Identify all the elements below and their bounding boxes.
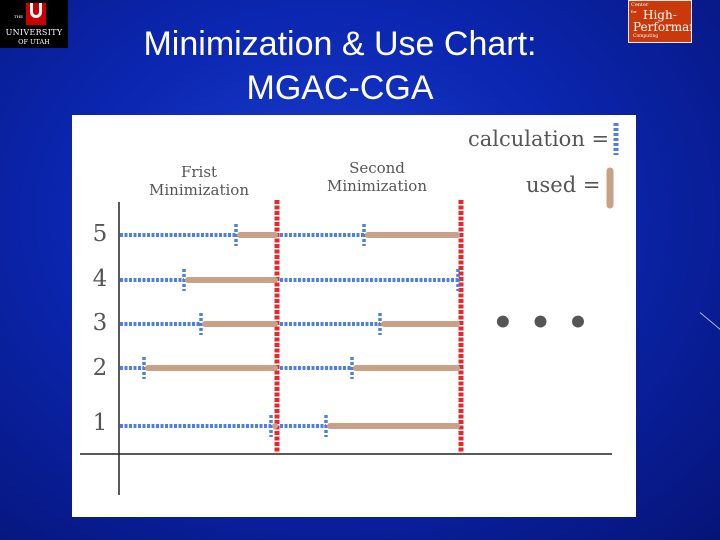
header-first-line1: Frist — [180, 163, 218, 181]
logo-of-utah-text: OF UTAH — [18, 38, 50, 46]
decorative-slash — [699, 312, 720, 333]
chpc-logo-high: High- — [643, 8, 677, 22]
header-first-line2: Minimization — [149, 181, 249, 199]
legend-used-label: used = — [526, 173, 601, 197]
header-second-line2: Minimization — [327, 177, 427, 195]
u-letter-icon — [30, 3, 42, 18]
continuation-ellipsis: • • • — [492, 303, 591, 343]
row-label-5: 5 — [92, 221, 108, 247]
logo-the-text: THE — [14, 14, 24, 19]
header-second-line1: Second — [349, 159, 405, 177]
chpc-logo-computing: Computing — [633, 34, 659, 39]
row-label-4: 4 — [92, 266, 108, 292]
legend-calculation-label: calculation = — [468, 127, 610, 151]
row-label-1: 1 — [92, 410, 108, 436]
header-first-minimization: Frist Minimization — [144, 163, 254, 199]
chpc-logo-performance: Performance — [633, 20, 691, 34]
header-second-minimization: Second Minimization — [318, 159, 436, 195]
chpc-logo-for: for — [631, 9, 637, 14]
row-label-2: 2 — [92, 355, 108, 381]
diagram-canvas — [80, 123, 619, 495]
slide-title-line1: Minimization & Use Chart: — [143, 25, 537, 63]
slide-title-line2: MGAC-CGA — [246, 69, 434, 107]
university-of-utah-logo: THE UNIVERSITY OF UTAH — [0, 0, 68, 48]
chpc-logo-center: Center — [631, 2, 649, 8]
row-label-3: 3 — [92, 310, 108, 336]
logo-university-text: UNIVERSITY — [5, 28, 63, 37]
minimization-use-diagram: calculation = used = Frist Minimization … — [72, 115, 636, 517]
slide-title: Minimization & Use Chart: MGAC-CGA — [120, 22, 560, 110]
chpc-logo: Center for High- Performance Computing — [628, 0, 692, 43]
